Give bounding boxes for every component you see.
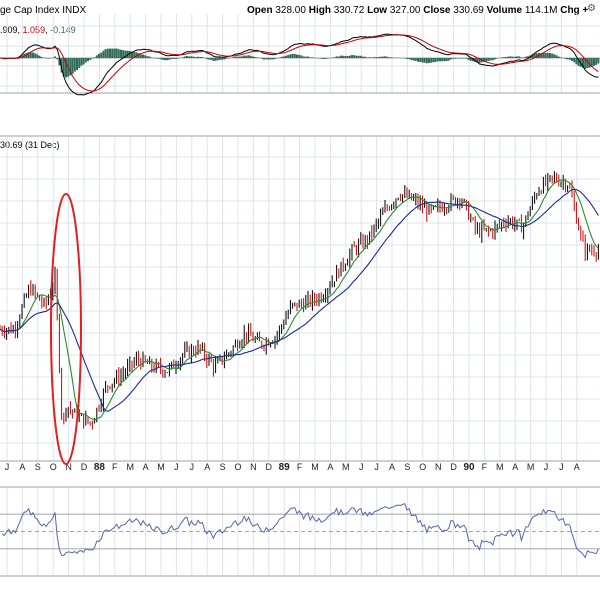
rsi-line xyxy=(1,502,599,559)
x-tick-label: S xyxy=(35,462,41,472)
open-label: Open xyxy=(247,5,273,16)
x-tick-label: D xyxy=(450,462,457,472)
macd-signal-line xyxy=(0,34,599,92)
x-tick-label: J xyxy=(559,462,564,472)
high-label: High xyxy=(308,5,331,16)
chg-label: Chg + xyxy=(560,5,589,16)
crash-highlight-ellipse xyxy=(50,193,82,465)
x-tick-label: M xyxy=(126,462,134,472)
settings-icon[interactable]: ⚙ xyxy=(587,3,596,14)
volume-label: Volume xyxy=(486,5,523,16)
x-tick-label: D xyxy=(81,462,88,472)
x-tick-label: M xyxy=(311,462,319,472)
macd-histogram-value: -0.149 xyxy=(50,25,76,35)
ohlc-readout: Open 328.00 High 330.72 Low 327.00 Close… xyxy=(247,5,588,16)
x-tick-label: S xyxy=(404,462,410,472)
macd-separator-2: , xyxy=(45,25,51,35)
high-value: 330.72 xyxy=(333,5,365,16)
price-legend: 30.69 (31 Dec) xyxy=(0,140,60,150)
volume-value: 114.1M xyxy=(524,5,558,16)
low-label: Low xyxy=(367,5,388,16)
x-tick-label: J xyxy=(190,462,195,472)
moving-average-fast xyxy=(0,179,599,421)
macd-separator-1: , xyxy=(17,25,23,35)
x-tick-label: J xyxy=(374,462,379,472)
macd-signal-value: 1.059 xyxy=(22,25,46,35)
x-tick-label: O xyxy=(50,462,57,472)
macd-value: .909 xyxy=(0,25,18,35)
x-tick-label: M xyxy=(496,462,504,472)
macd-legend: .909, 1.059, -0.149 xyxy=(0,25,76,35)
x-tick-label: A xyxy=(389,462,395,472)
x-tick-label: M xyxy=(157,462,165,472)
x-tick-label: M xyxy=(342,462,350,472)
x-tick-label: A xyxy=(574,462,580,472)
x-tick-label: 90 xyxy=(463,462,475,473)
chart-title: ge Cap Index INDX xyxy=(0,5,87,16)
x-tick-label: J xyxy=(174,462,179,472)
x-tick-label: N xyxy=(65,462,72,472)
x-tick-label: F xyxy=(297,462,303,472)
x-tick-label: A xyxy=(19,462,25,472)
x-tick-label: N xyxy=(435,462,442,472)
close-label: Close xyxy=(423,5,451,16)
x-tick-label: J xyxy=(5,462,10,472)
x-tick-label: A xyxy=(512,462,518,472)
x-tick-label: J xyxy=(544,462,549,472)
x-tick-label: S xyxy=(220,462,226,472)
open-value: 328.00 xyxy=(275,5,306,16)
x-tick-label: 89 xyxy=(279,462,291,473)
x-tick-label: F xyxy=(112,462,118,472)
x-tick-label: O xyxy=(419,462,426,472)
x-tick-label: F xyxy=(482,462,488,472)
x-tick-label: N xyxy=(250,462,257,472)
x-tick-label: A xyxy=(204,462,210,472)
close-value: 330.69 xyxy=(453,5,484,16)
x-tick-label: A xyxy=(143,462,149,472)
x-tick-label: D xyxy=(266,462,273,472)
x-tick-label: O xyxy=(234,462,241,472)
low-value: 327.00 xyxy=(389,5,421,16)
x-tick-label: 88 xyxy=(94,462,106,473)
x-tick-label: M xyxy=(527,462,535,472)
moving-average-slow xyxy=(0,188,599,412)
x-tick-label: A xyxy=(327,462,333,472)
x-tick-label: J xyxy=(359,462,364,472)
